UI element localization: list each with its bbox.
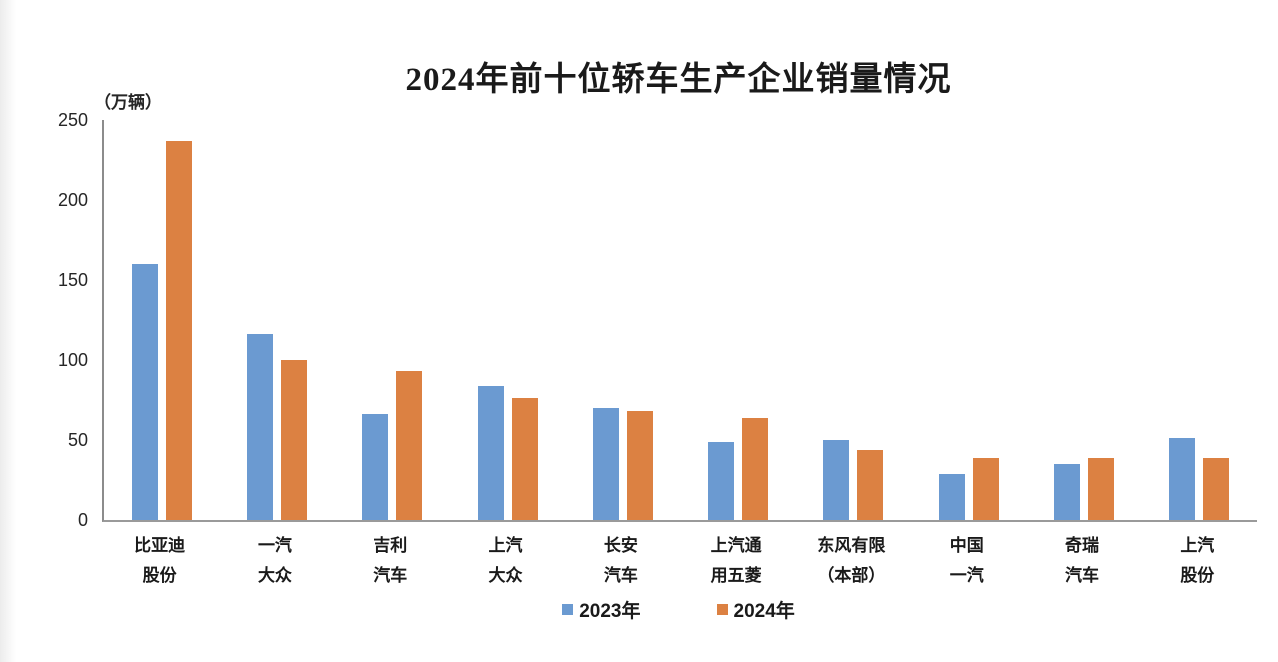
x-axis-category-label: 上汽通 用五菱 (710, 536, 762, 585)
x-axis-labels: 比亚迪 股份 一汽 大众 吉利 汽车 上汽 大众 长安 汽车 上汽通 用五菱 东风有限 （本… (102, 531, 1255, 591)
bar-group (450, 120, 565, 520)
bar-group (681, 120, 796, 520)
plot-area (102, 120, 1257, 522)
x-axis-category-label: 一汽 大众 (257, 536, 292, 585)
bar-2023年 (477, 385, 504, 520)
bar-2024年 (396, 371, 423, 520)
legend-label: 2023年 (579, 601, 641, 622)
bar-2024年 (742, 417, 769, 520)
x-axis-category-label: 上汽 股份 (1180, 536, 1215, 585)
bar-2023年 (938, 473, 965, 520)
legend-item: 2024年 (716, 596, 795, 623)
bar-2024年 (857, 449, 884, 520)
y-axis-tick-label: 50 (67, 430, 88, 450)
x-axis-category-label: 上汽 大众 (488, 536, 523, 585)
bar-group (1026, 120, 1141, 520)
legend-item: 2023年 (562, 596, 641, 623)
x-axis-category-label: 比亚迪 股份 (134, 536, 186, 585)
bar-2024年 (1203, 457, 1230, 520)
bar-2024年 (165, 140, 192, 520)
x-axis-category-label: 中国 一汽 (949, 536, 984, 585)
bar-group (796, 120, 911, 520)
bar-2024年 (1088, 457, 1115, 520)
x-axis-category-label: 长安 汽车 (603, 536, 638, 585)
y-axis-tick-label: 100 (57, 350, 88, 370)
bar-2023年 (592, 408, 619, 520)
bar-2024年 (511, 398, 538, 520)
bar-group (104, 120, 219, 520)
bar-2024年 (280, 360, 307, 520)
bar-2023年 (362, 414, 389, 520)
y-axis-tick-label: 200 (57, 190, 88, 210)
chart-title: 2024年前十位轿车生产企业销量情况 (405, 62, 952, 98)
legend-label: 2024年 (733, 601, 795, 622)
bar-2024年 (626, 411, 653, 520)
legend-swatch-icon (562, 604, 574, 615)
y-axis-tick-label: 250 (57, 110, 88, 130)
bar-2023年 (1169, 438, 1196, 520)
legend: 2023年 2024年 (102, 596, 1255, 623)
bar-2023年 (823, 440, 850, 520)
bar-group (911, 120, 1026, 520)
legend-swatch-icon (716, 604, 728, 615)
y-axis-tick-label: 150 (57, 270, 88, 290)
bar-group (219, 120, 334, 520)
bar-group (565, 120, 680, 520)
bar-2023年 (131, 264, 158, 520)
y-axis-unit-label: （万辆） (94, 93, 162, 112)
y-axis-tick-label: 0 (77, 510, 88, 530)
bar-2024年 (972, 457, 999, 520)
bar-2023年 (1054, 464, 1081, 520)
bar-2023年 (708, 441, 735, 520)
x-axis-category-label: 东风有限 （本部） (817, 536, 886, 585)
bar-group (335, 120, 450, 520)
x-axis-category-label: 奇瑞 汽车 (1065, 536, 1100, 585)
bar-2023年 (246, 334, 273, 520)
bar-group (1142, 120, 1257, 520)
x-axis-category-label: 吉利 汽车 (373, 536, 408, 585)
